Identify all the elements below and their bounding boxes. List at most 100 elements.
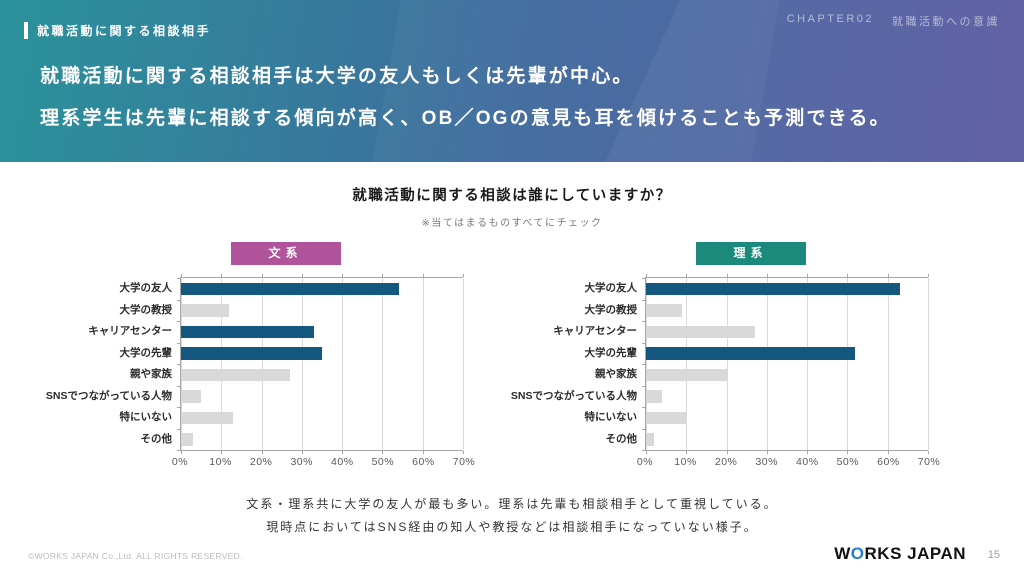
x-axis-tick-label: 10% xyxy=(209,456,232,468)
gridline xyxy=(463,278,464,450)
badge-row: 文系 xyxy=(48,242,463,265)
bar xyxy=(646,325,755,338)
axis-tick xyxy=(847,274,849,277)
bar xyxy=(646,304,683,317)
category-label: 特にいない xyxy=(119,411,173,424)
x-axis-labels: 0% 10% 20% 30% 40% 50% 60% 70% xyxy=(637,451,940,471)
axis-tick xyxy=(382,451,384,454)
chart-rikei: 理系 大学の友人 大学の教授 キャリアセンター 大学の先輩 親や家族 SNSでつながってい… xyxy=(510,242,940,471)
axis-tick xyxy=(928,274,929,277)
group-badge: 理系 xyxy=(695,242,806,265)
bar-row xyxy=(646,278,928,300)
headline: 就職活動に関する相談相手は大学の友人もしくは先輩が中心。 理系学生は先輩に相談す… xyxy=(40,56,891,140)
headline-line-1: 就職活動に関する相談相手は大学の友人もしくは先輩が中心。 xyxy=(40,66,634,87)
copyright-text: ©WORKS JAPAN Co.,Ltd. ALL RIGHTS RESERVE… xyxy=(28,551,243,561)
gridline xyxy=(928,278,929,450)
category-label: 大学の友人 xyxy=(119,282,173,295)
bar-row xyxy=(181,386,463,408)
bar xyxy=(181,304,230,317)
plot-area xyxy=(642,274,929,454)
category-axis-tick xyxy=(177,450,180,451)
chart-question-title: 就職活動に関する相談は誰にしていますか？ xyxy=(352,188,672,204)
bar xyxy=(181,282,399,295)
bar-row xyxy=(646,407,928,429)
category-label: 大学の教授 xyxy=(119,303,173,316)
category-axis-tick xyxy=(177,428,180,430)
gridline xyxy=(221,278,223,450)
bar-row xyxy=(181,300,463,322)
logo-o-mark: O xyxy=(850,544,865,563)
category-labels: 大学の友人 大学の教授 キャリアセンター 大学の先輩 親や家族 SNSでつながっている人物… xyxy=(510,277,645,451)
category-axis-tick xyxy=(177,385,180,387)
x-axis-labels: 0% 10% 20% 30% 40% 50% 60% 70% xyxy=(172,451,475,471)
x-axis-tick-label: 70% xyxy=(452,456,476,468)
axis-tick xyxy=(463,451,464,454)
category-label: 大学の教授 xyxy=(584,303,638,316)
bar-row xyxy=(181,343,463,365)
category-axis-tick xyxy=(642,278,645,279)
gridline xyxy=(261,278,263,450)
bar-row xyxy=(181,364,463,386)
category-labels: 大学の友人 大学の教授 キャリアセンター 大学の先輩 親や家族 SNSでつながっている人物… xyxy=(45,277,180,451)
logo-text-post: RKS JAPAN xyxy=(864,544,966,563)
bar xyxy=(181,368,290,381)
bar-chart: 大学の友人 大学の教授 キャリアセンター 大学の先輩 親や家族 SNSでつながっている人物… xyxy=(510,274,929,454)
bar xyxy=(646,390,663,403)
category-label: SNSでつながっている人物 xyxy=(45,389,172,402)
category-axis-tick xyxy=(642,407,645,408)
gridline xyxy=(847,278,849,450)
category-label: SNSでつながっている人物 xyxy=(510,389,637,402)
axis-tick xyxy=(261,274,263,277)
bar xyxy=(181,433,194,446)
section-tag-label: 就職活動に関する相談相手 xyxy=(37,24,212,38)
bar-chart: 大学の友人 大学の教授 キャリアセンター 大学の先輩 親や家族 SNSでつながっている人物… xyxy=(45,274,464,454)
category-axis-tick xyxy=(177,364,180,365)
chapter-indicator: CHAPTER02 就職活動への意識 xyxy=(787,13,1000,29)
axis-tick xyxy=(221,274,223,277)
axis-tick xyxy=(726,451,728,454)
bar-row xyxy=(646,321,928,343)
x-axis-tick-label: 40% xyxy=(796,456,819,468)
x-axis-tick-label: 60% xyxy=(877,456,900,468)
gridline xyxy=(887,278,889,450)
bar-row xyxy=(181,278,463,300)
axis-tick xyxy=(766,451,768,454)
x-axis-tick-label: 0% xyxy=(171,456,189,468)
category-axis-tick xyxy=(177,407,180,408)
charts-section: 文系 大学の友人 大学の教授 キャリアセンター 大学の先輩 親や家族 SNSでつながってい… xyxy=(0,242,1024,471)
category-axis-tick xyxy=(642,321,645,322)
group-badge: 文系 xyxy=(230,242,341,265)
plot-area xyxy=(177,274,464,454)
chart-bunkei: 文系 大学の友人 大学の教授 キャリアセンター 大学の先輩 親や家族 SNSでつながってい… xyxy=(45,242,475,471)
x-axis-tick-label: 70% xyxy=(917,456,941,468)
axis-tick xyxy=(382,274,384,277)
axis-tick xyxy=(342,451,344,454)
chapter-title: 就職活動への意識 xyxy=(892,16,1000,28)
category-axis-tick xyxy=(177,278,180,279)
x-axis-tick-label: 50% xyxy=(836,456,860,468)
x-axis-tick-label: 0% xyxy=(636,456,654,468)
bar-row xyxy=(646,364,928,386)
axis-tick xyxy=(301,274,303,277)
axis-tick xyxy=(887,274,889,277)
section-tag: 就職活動に関する相談相手 xyxy=(24,22,211,39)
gridline xyxy=(422,278,424,450)
axis-tick xyxy=(463,274,464,277)
x-axis-tick-label: 50% xyxy=(371,456,395,468)
axis-tick xyxy=(928,451,929,454)
bar-row xyxy=(646,300,928,322)
axis-tick xyxy=(887,451,889,454)
category-label: 親や家族 xyxy=(595,368,637,381)
headline-line-2: 理系学生は先輩に相談する傾向が高く、OB／OGの意見も耳を傾けることも予測できる… xyxy=(40,108,891,129)
page-number: 15 xyxy=(987,549,1000,561)
axis-tick xyxy=(342,274,344,277)
bar xyxy=(646,282,900,295)
category-label: 大学の先輩 xyxy=(119,346,173,359)
axis-tick xyxy=(766,274,768,277)
axis-tick xyxy=(221,451,223,454)
footer: ©WORKS JAPAN Co.,Ltd. ALL RIGHTS RESERVE… xyxy=(0,534,1024,576)
works-japan-logo: WORKS JAPAN xyxy=(834,544,966,564)
category-label: その他 xyxy=(605,432,638,445)
x-axis-tick-label: 40% xyxy=(331,456,354,468)
